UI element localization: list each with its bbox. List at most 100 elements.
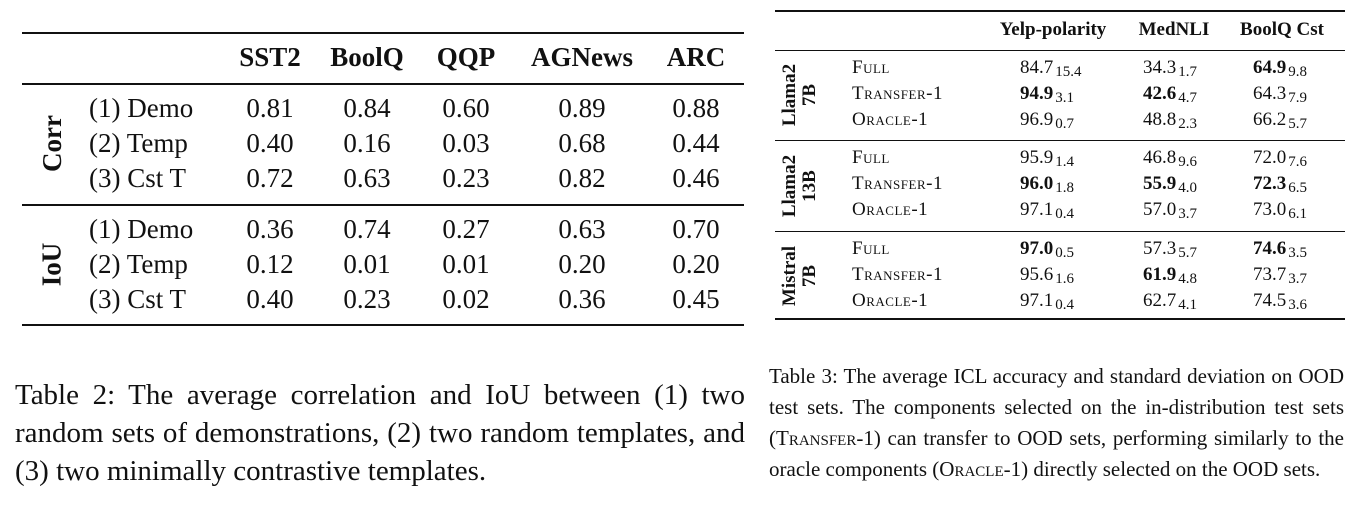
- table-cell: 0.27: [442, 214, 490, 244]
- cell-value: 72.0: [1253, 147, 1287, 168]
- table-cell: 0.40: [246, 284, 294, 314]
- cell-std: 3.1: [1055, 90, 1074, 106]
- table-cell: 55.9 4.0: [1143, 171, 1197, 197]
- table-cell: 0.72: [246, 163, 294, 193]
- table-cell: 72.0 7.6: [1253, 145, 1307, 171]
- caption-method-name: Oracle-1: [939, 457, 1022, 481]
- cell-std: 9.6: [1178, 154, 1197, 170]
- table-row: Full 84.7 15.4 34.3 1.7 64.9 9.8: [775, 55, 1345, 81]
- table-row: Oracle-1 96.9 0.7 48.8 2.3 66.2 5.7: [775, 107, 1345, 133]
- column-header-yelp-polarity: Yelp-polarity: [999, 19, 1107, 40]
- table-cell: 48.8 2.3: [1143, 107, 1197, 133]
- table-cell: 95.6 1.6: [1020, 262, 1074, 288]
- cell-value: 57.0: [1143, 199, 1177, 220]
- table-row: (1) Demo 0.81 0.84 0.60 0.89 0.88: [22, 90, 744, 126]
- table-row: Transfer-1 96.0 1.8 55.9 4.0 72.3 6.5: [775, 171, 1345, 197]
- cell-std: 0.5: [1055, 245, 1074, 261]
- table-row: (2) Temp 0.40 0.16 0.03 0.68 0.44: [22, 125, 744, 161]
- table-cell: 46.8 9.6: [1143, 145, 1197, 171]
- group-rule: [775, 140, 1345, 141]
- cell-value: 34.3: [1143, 57, 1177, 78]
- table-cell: 0.89: [558, 93, 606, 123]
- cell-value: 73.7: [1253, 264, 1287, 285]
- cell-std: 7.9: [1288, 90, 1307, 106]
- cell-value: 46.8: [1143, 147, 1177, 168]
- cell-value: 74.6: [1253, 238, 1287, 259]
- table-cell: 97.0 0.5: [1020, 236, 1074, 262]
- table-cell: 42.6 4.7: [1143, 81, 1197, 107]
- table-cell: 97.1 0.4: [1020, 197, 1074, 223]
- method-label: Oracle-1: [852, 290, 929, 311]
- table-3: Yelp-polarity MedNLI BoolQ Cst Llama2 7B …: [775, 10, 1345, 320]
- table-cell: 96.0 1.8: [1020, 171, 1074, 197]
- cell-value: 96.9: [1020, 109, 1054, 130]
- top-rule: [22, 32, 744, 34]
- table-cell: 73.0 6.1: [1253, 197, 1307, 223]
- top-rule: [775, 10, 1345, 12]
- method-label: Oracle-1: [852, 109, 929, 130]
- cell-std: 3.5: [1288, 245, 1307, 261]
- table-cell: 0.84: [343, 93, 391, 123]
- table-row: (3) Cst T 0.40 0.23 0.02 0.36 0.45: [22, 281, 744, 317]
- table-cell: 0.63: [343, 163, 391, 193]
- cell-value: 42.6: [1143, 83, 1177, 104]
- table-cell: 73.7 3.7: [1253, 262, 1307, 288]
- table-row: Oracle-1 97.1 0.4 57.0 3.7 73.0 6.1: [775, 197, 1345, 223]
- header-rule: [775, 50, 1345, 51]
- cell-std: 5.7: [1178, 245, 1197, 261]
- cell-std: 5.7: [1288, 116, 1307, 132]
- cell-std: 0.4: [1055, 206, 1074, 222]
- row-label: (3) Cst T: [89, 163, 187, 193]
- cell-std: 15.4: [1055, 64, 1082, 80]
- cell-value: 64.9: [1253, 57, 1287, 78]
- table-cell: 0.23: [343, 284, 391, 314]
- cell-std: 7.6: [1288, 154, 1307, 170]
- row-label: (2) Temp: [89, 128, 188, 158]
- table-row: (1) Demo 0.36 0.74 0.27 0.63 0.70: [22, 211, 744, 247]
- cell-value: 97.1: [1020, 199, 1054, 220]
- table-cell: 97.1 0.4: [1020, 288, 1074, 314]
- caption-method-name: Transfer-1: [776, 426, 874, 450]
- cell-value: 74.5: [1253, 290, 1287, 311]
- table-cell: 0.63: [558, 214, 606, 244]
- cell-std: 4.0: [1178, 180, 1197, 196]
- table-cell: 64.9 9.8: [1253, 55, 1307, 81]
- table-cell: 0.16: [343, 128, 391, 158]
- table-cell: 72.3 6.5: [1253, 171, 1307, 197]
- cell-std: 1.4: [1055, 154, 1074, 170]
- cell-std: 9.8: [1288, 64, 1307, 80]
- table-cell: 0.74: [343, 214, 391, 244]
- cell-std: 3.7: [1178, 206, 1197, 222]
- table-cell: 0.70: [672, 214, 720, 244]
- table-2-caption: Table 2: The average correlation and IoU…: [15, 379, 745, 487]
- table-row: Transfer-1 94.9 3.1 42.6 4.7 64.3 7.9: [775, 81, 1345, 107]
- cell-std: 1.6: [1055, 271, 1074, 287]
- table-cell: 0.88: [672, 93, 720, 123]
- bottom-rule: [22, 324, 744, 326]
- cell-value: 95.9: [1020, 147, 1054, 168]
- column-header-mednli: MedNLI: [1138, 19, 1210, 40]
- cell-value: 73.0: [1253, 199, 1287, 220]
- table-row: Oracle-1 97.1 0.4 62.7 4.1 74.5 3.6: [775, 288, 1345, 314]
- cell-value: 97.1: [1020, 290, 1054, 311]
- table-cell: 0.36: [558, 284, 606, 314]
- cell-std: 1.8: [1055, 180, 1074, 196]
- table-cell: 0.81: [246, 93, 294, 123]
- table-cell: 66.2 5.7: [1253, 107, 1307, 133]
- cell-std: 4.1: [1178, 297, 1197, 313]
- table-cell: 0.68: [558, 128, 606, 158]
- cell-std: 6.1: [1288, 206, 1307, 222]
- header-rule: [22, 83, 744, 85]
- table-cell: 0.12: [246, 249, 294, 279]
- cell-value: 94.9: [1020, 83, 1054, 104]
- cell-std: 4.8: [1178, 271, 1197, 287]
- cell-value: 57.3: [1143, 238, 1177, 259]
- cell-std: 3.7: [1288, 271, 1307, 287]
- table-cell: 94.9 3.1: [1020, 81, 1074, 107]
- cell-value: 72.3: [1253, 173, 1287, 194]
- cell-value: 96.0: [1020, 173, 1054, 194]
- table-2: SST2 BoolQ QQP AGNews ARC Corr (1) Demo …: [22, 32, 744, 326]
- bottom-rule: [775, 318, 1345, 320]
- cell-value: 48.8: [1143, 109, 1177, 130]
- table-cell: 74.6 3.5: [1253, 236, 1307, 262]
